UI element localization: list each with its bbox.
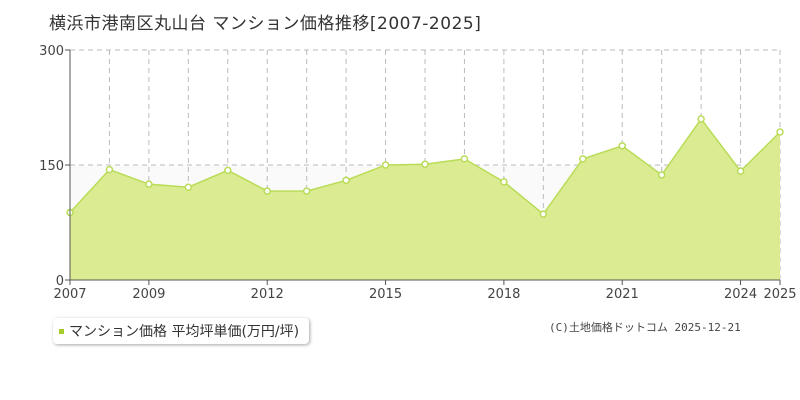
price-area xyxy=(70,119,780,280)
y-tick-label-150: 150 xyxy=(39,159,64,174)
data-point-2021 xyxy=(618,142,626,150)
legend-label: マンション価格 平均坪単価(万円/坪) xyxy=(69,324,300,340)
x-tick-label-2007: 2007 xyxy=(53,287,86,302)
x-tick-label-2015: 2015 xyxy=(369,287,402,302)
data-point-2023 xyxy=(697,115,705,123)
data-point-2009 xyxy=(145,180,153,188)
data-point-2017 xyxy=(460,155,469,163)
data-point-2013 xyxy=(302,187,311,195)
x-tick-label-2025: 2025 xyxy=(763,287,796,302)
data-point-2012 xyxy=(263,187,271,195)
data-point-2018 xyxy=(500,178,508,186)
chart-title: 横浜市港南区丸山台 マンション価格推移[2007-2025] xyxy=(49,14,482,34)
x-tick-label-2009: 2009 xyxy=(132,287,165,302)
credit-text: (C)土地価格ドットコム 2025-12-21 xyxy=(549,321,741,334)
data-point-2015 xyxy=(381,161,390,169)
data-point-2016 xyxy=(421,160,429,168)
x-tick-label-2018: 2018 xyxy=(487,287,520,302)
data-point-2020 xyxy=(579,155,587,163)
x-tick-label-2021: 2021 xyxy=(606,287,639,302)
legend-swatch xyxy=(59,328,64,334)
data-point-2022 xyxy=(657,171,666,179)
data-point-2024 xyxy=(736,167,745,175)
data-point-2019 xyxy=(539,210,548,218)
legend: マンション価格 平均坪単価(万円/坪) xyxy=(53,318,310,344)
x-tick-label-2012: 2012 xyxy=(251,287,284,302)
y-tick-label-300: 300 xyxy=(39,44,64,59)
data-point-2025 xyxy=(776,128,784,136)
data-point-2014 xyxy=(342,176,350,185)
data-point-2011 xyxy=(224,166,232,175)
x-tick-label-2024: 2024 xyxy=(724,287,757,302)
data-point-2008 xyxy=(105,165,114,174)
data-point-2010 xyxy=(184,183,193,191)
y-tick-label-0: 0 xyxy=(56,274,64,289)
